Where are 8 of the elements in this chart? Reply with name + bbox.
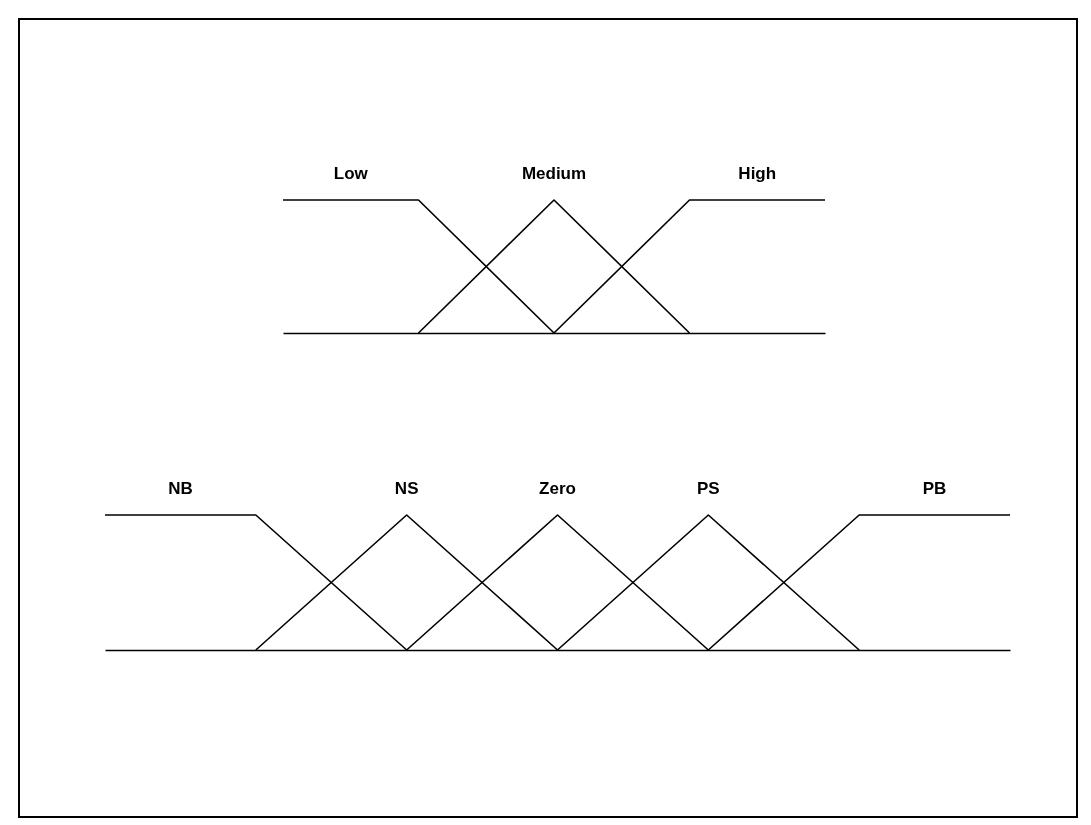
series-label: Medium xyxy=(521,164,587,183)
series-label: NS xyxy=(394,479,419,498)
series-label: Low xyxy=(333,164,369,183)
series-label: PS xyxy=(696,479,720,498)
series-label: NB xyxy=(168,479,193,498)
series-label: Zero xyxy=(539,479,576,498)
series-label: PB xyxy=(922,479,947,498)
series-label: High xyxy=(738,164,777,183)
